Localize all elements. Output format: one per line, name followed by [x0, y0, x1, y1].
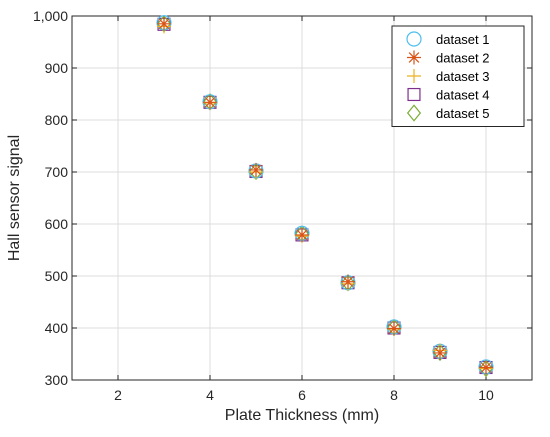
legend-marker — [406, 104, 422, 122]
data-point — [248, 162, 264, 181]
legend-label: dataset 4 — [436, 88, 490, 103]
y-tick-label: 600 — [45, 216, 69, 232]
y-tick-label: 900 — [45, 60, 69, 76]
legend-marker-plus — [407, 69, 421, 83]
x-tick-label: 10 — [478, 387, 494, 403]
data-point — [479, 360, 493, 375]
data-point — [249, 162, 263, 177]
x-tick-label: 8 — [390, 387, 398, 403]
legend-marker-circle — [406, 31, 422, 47]
y-tick-label: 500 — [45, 268, 69, 284]
legend-marker — [407, 50, 421, 65]
legend-marker-diamond — [406, 104, 422, 122]
y-axis-label: Hall sensor signal — [6, 135, 23, 261]
y-tick-label: 800 — [45, 112, 69, 128]
legend-label: dataset 1 — [436, 32, 490, 47]
y-tick-label: 1,000 — [33, 8, 68, 24]
y-tick-label: 700 — [45, 164, 69, 180]
data-point — [341, 274, 355, 289]
x-axis-label: Plate Thickness (mm) — [225, 407, 379, 424]
legend-marker-asterisk — [407, 50, 421, 65]
legend-label: dataset 5 — [436, 106, 490, 121]
data-point — [387, 321, 401, 336]
data-point — [433, 345, 447, 360]
legend-marker — [407, 87, 421, 102]
data-point — [295, 227, 309, 242]
legend-label: dataset 2 — [436, 51, 490, 66]
y-tick-label: 400 — [45, 320, 69, 336]
y-axis-ticks: 300 400 500 600 700 800 900 1,000 — [33, 8, 532, 388]
series-2 — [157, 16, 493, 375]
x-tick-label: 4 — [206, 387, 214, 403]
legend-label: dataset 3 — [436, 69, 490, 84]
x-tick-label: 6 — [298, 387, 306, 403]
legend: dataset 1 dataset 2 dataset 3 dataset 4 data… — [391, 25, 525, 127]
x-tick-label: 2 — [114, 387, 122, 403]
legend-marker-square — [407, 87, 421, 102]
x-axis-ticks: 2 4 6 8 10 — [114, 16, 494, 403]
data-point — [478, 359, 494, 378]
legend-marker — [406, 31, 422, 47]
legend-marker — [407, 69, 421, 83]
data-points — [156, 15, 494, 378]
data-point — [203, 95, 217, 110]
y-tick-label: 300 — [45, 372, 69, 388]
data-point — [157, 16, 171, 31]
